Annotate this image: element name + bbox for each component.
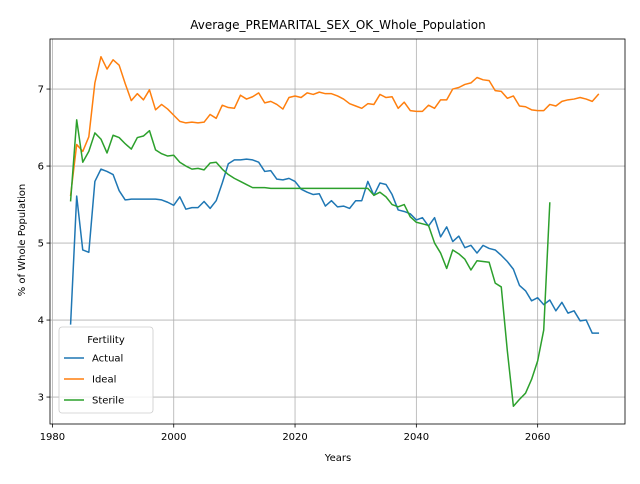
legend-entries: Actual Ideal Sterile xyxy=(64,354,124,407)
series-lines xyxy=(69,55,600,408)
x-axis: 1980 2000 2020 2040 2060 xyxy=(40,424,550,443)
series-line-ideal xyxy=(69,55,600,197)
grid xyxy=(50,39,625,424)
x-tick-label: 2020 xyxy=(282,432,307,443)
legend-title: Fertility xyxy=(87,335,125,346)
x-axis-label: Years xyxy=(324,453,351,464)
legend-box xyxy=(58,326,154,414)
series-line-actual xyxy=(69,158,600,334)
y-tick-label: 4 xyxy=(38,316,44,327)
chart-title: Average_PREMARITAL_SEX_OK_Whole_Populati… xyxy=(190,18,485,32)
legend-label-ideal: Ideal xyxy=(92,375,116,386)
legend-label-sterile: Sterile xyxy=(92,396,124,407)
y-tick-label: 3 xyxy=(38,393,44,404)
x-tick-label: 2040 xyxy=(404,432,429,443)
legend-label-actual: Actual xyxy=(92,354,123,365)
x-tick-label: 2000 xyxy=(161,432,186,443)
plot-frame xyxy=(49,38,626,425)
x-tick-label: 2060 xyxy=(525,432,550,443)
x-tick-label: 1980 xyxy=(40,432,65,443)
series-line-sterile xyxy=(69,119,551,408)
y-tick-label: 5 xyxy=(38,239,44,250)
y-tick-label: 6 xyxy=(38,162,44,173)
y-axis-label: % of Whole Population xyxy=(17,184,28,297)
y-tick-label: 7 xyxy=(38,85,44,96)
y-axis: 3 4 5 6 7 xyxy=(38,85,50,404)
legend: Fertility Actual Ideal Sterile xyxy=(58,326,154,414)
